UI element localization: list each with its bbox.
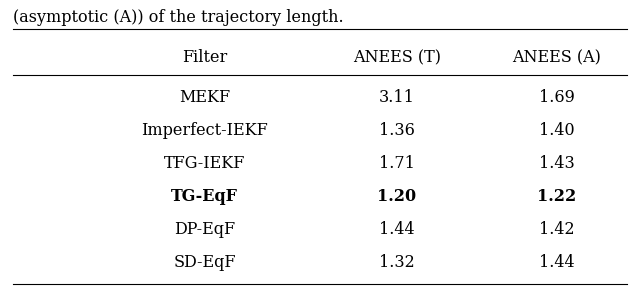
- Text: DP-EqF: DP-EqF: [174, 221, 236, 238]
- Text: Filter: Filter: [182, 49, 227, 66]
- Text: 1.32: 1.32: [379, 254, 415, 271]
- Text: 1.42: 1.42: [539, 221, 575, 238]
- Text: 1.40: 1.40: [539, 122, 575, 139]
- Text: 1.69: 1.69: [539, 89, 575, 106]
- Text: Imperfect-IEKF: Imperfect-IEKF: [141, 122, 268, 139]
- Text: ANEES (A): ANEES (A): [513, 49, 601, 66]
- Text: 3.11: 3.11: [379, 89, 415, 106]
- Text: 1.20: 1.20: [377, 188, 417, 205]
- Text: 1.71: 1.71: [379, 155, 415, 172]
- Text: 1.43: 1.43: [539, 155, 575, 172]
- Text: 1.44: 1.44: [539, 254, 575, 271]
- Text: 1.36: 1.36: [379, 122, 415, 139]
- Text: MEKF: MEKF: [179, 89, 230, 106]
- Text: ANEES (T): ANEES (T): [353, 49, 441, 66]
- Text: TG-EqF: TG-EqF: [172, 188, 238, 205]
- Text: (asymptotic (A)) of the trajectory length.: (asymptotic (A)) of the trajectory lengt…: [13, 9, 344, 26]
- Text: 1.44: 1.44: [379, 221, 415, 238]
- Text: SD-EqF: SD-EqF: [173, 254, 236, 271]
- Text: 1.22: 1.22: [537, 188, 577, 205]
- Text: TFG-IEKF: TFG-IEKF: [164, 155, 246, 172]
